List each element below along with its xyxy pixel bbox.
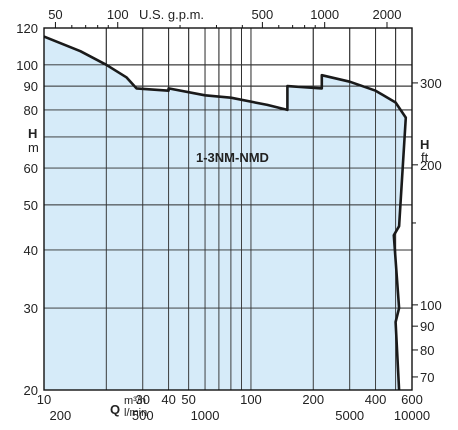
top-tick-label: 100 [107,7,129,22]
top-tick-label: 500 [252,7,274,22]
left-tick-label: 40 [24,243,38,258]
left-tick-label: 50 [24,198,38,213]
axis-labels: 50 100 500 1000 2000 10 30 40 50 100 200 400 600 200 5… [16,7,441,423]
left-tick-label: 80 [24,103,38,118]
performance-envelope [43,27,413,391]
right-tick-label: 100 [420,298,442,313]
left-tick-label: 90 [24,79,38,94]
left-tick-label: 100 [16,58,38,73]
right-tick-label: 80 [420,343,434,358]
top-tick-label: 50 [48,7,62,22]
top-tick-label: 2000 [373,7,402,22]
bottom-tick-label-lmin: 5000 [335,408,364,423]
left-tick-label: 30 [24,301,38,316]
bottom-tick-label-lmin: 500 [132,408,154,423]
y-axis-unit-right: ft [421,150,429,165]
envelope-boundary-line [43,35,408,391]
bottom-tick-label-m3h: 50 [181,392,195,407]
left-tick-label: 60 [24,161,38,176]
bottom-tick-label-m3h: 600 [401,392,423,407]
bottom-tick-label-m3h: 40 [161,392,175,407]
right-tick-label: 200 [420,158,442,173]
right-tick-label: 300 [420,76,442,91]
plot-border [43,27,413,391]
y-axis-title-left: H [28,126,37,141]
bottom-tick-label-m3h: 30 [136,392,150,407]
x-axis-unit-lmin: l/min [124,407,147,419]
x-axis-top-unit: U.S. g.p.m. [139,7,204,22]
right-tick-label: 70 [420,370,434,385]
left-tick-label: 120 [16,21,38,36]
bottom-tick-label-m3h: 200 [302,392,324,407]
x-axis-title: Q [110,402,120,417]
bottom-tick-label-lmin: 200 [50,408,72,423]
left-tick-label: 20 [24,383,38,398]
right-tick-label: 90 [420,319,434,334]
envelope-fill [44,36,406,390]
bottom-tick-label-lmin: 1000 [191,408,220,423]
top-tick-label: 1000 [310,7,339,22]
plot-frame [43,22,418,391]
y-axis-unit-left: m [28,140,39,155]
bottom-tick-label-m3h: 10 [37,392,51,407]
bottom-tick-label-m3h: 100 [240,392,262,407]
x-axis-unit-m3h: m³/h [124,395,146,407]
y-axis-title-right: H [420,137,429,152]
bottom-tick-label-m3h: 400 [365,392,387,407]
model-label: 1-3NM-NMD [196,150,269,165]
bottom-tick-label-lmin: 10000 [394,408,430,423]
